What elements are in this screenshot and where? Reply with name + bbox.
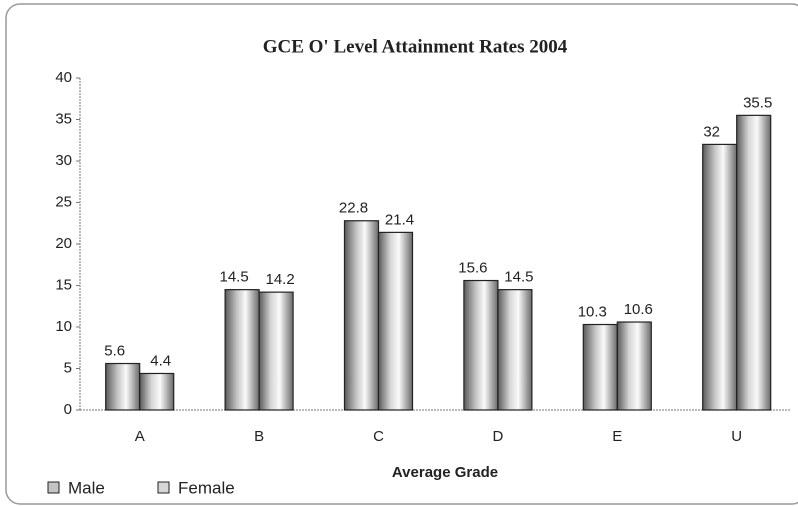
x-tick-label: A (135, 428, 145, 445)
data-label: 14.5 (219, 269, 248, 286)
data-label: 10.3 (578, 303, 607, 320)
frame (5, 3, 798, 505)
legend-label: Male (68, 478, 105, 497)
legend-swatch (47, 481, 60, 494)
data-label: 14.5 (504, 269, 533, 286)
bar (343, 220, 380, 411)
bar (582, 323, 618, 411)
x-tick-label: D (492, 428, 503, 445)
bar (224, 289, 260, 411)
y-tick-label: 15 (55, 276, 72, 293)
x-tick-label: U (731, 428, 742, 445)
bar (736, 114, 772, 411)
chart-title: GCE O' Level Attainment Rates 2004 (263, 36, 568, 57)
bar (702, 143, 738, 411)
y-tick-label: 5 (64, 359, 72, 376)
y-tick-label: 20 (55, 235, 72, 252)
data-label: 10.6 (624, 301, 653, 318)
data-label: 4.4 (150, 352, 171, 369)
bar (258, 291, 294, 411)
data-label: 15.6 (458, 259, 487, 276)
x-tick-label: C (373, 428, 384, 445)
data-label: 21.4 (385, 211, 414, 228)
x-tick-label: B (254, 428, 264, 445)
bar (377, 231, 414, 411)
legend-swatch (157, 481, 170, 494)
bar (463, 279, 499, 411)
legend-label: Female (178, 478, 235, 497)
bar (616, 321, 652, 411)
y-tick-label: 30 (55, 152, 72, 169)
data-label: 5.6 (104, 342, 125, 359)
bar (139, 372, 175, 411)
data-label: 22.8 (339, 200, 368, 217)
y-tick-label: 0 (64, 401, 72, 418)
y-tick-label: 10 (55, 318, 72, 335)
y-tick-label: 35 (55, 110, 72, 127)
x-tick-label: E (612, 428, 622, 445)
data-label: 32 (703, 123, 720, 140)
y-tick-label: 25 (55, 193, 72, 210)
data-label: 35.5 (743, 94, 772, 111)
y-tick-label: 40 (55, 69, 72, 86)
data-label: 14.2 (265, 271, 294, 288)
bar (497, 289, 533, 411)
x-axis-title: Average Grade (392, 464, 498, 481)
bar (105, 362, 141, 411)
